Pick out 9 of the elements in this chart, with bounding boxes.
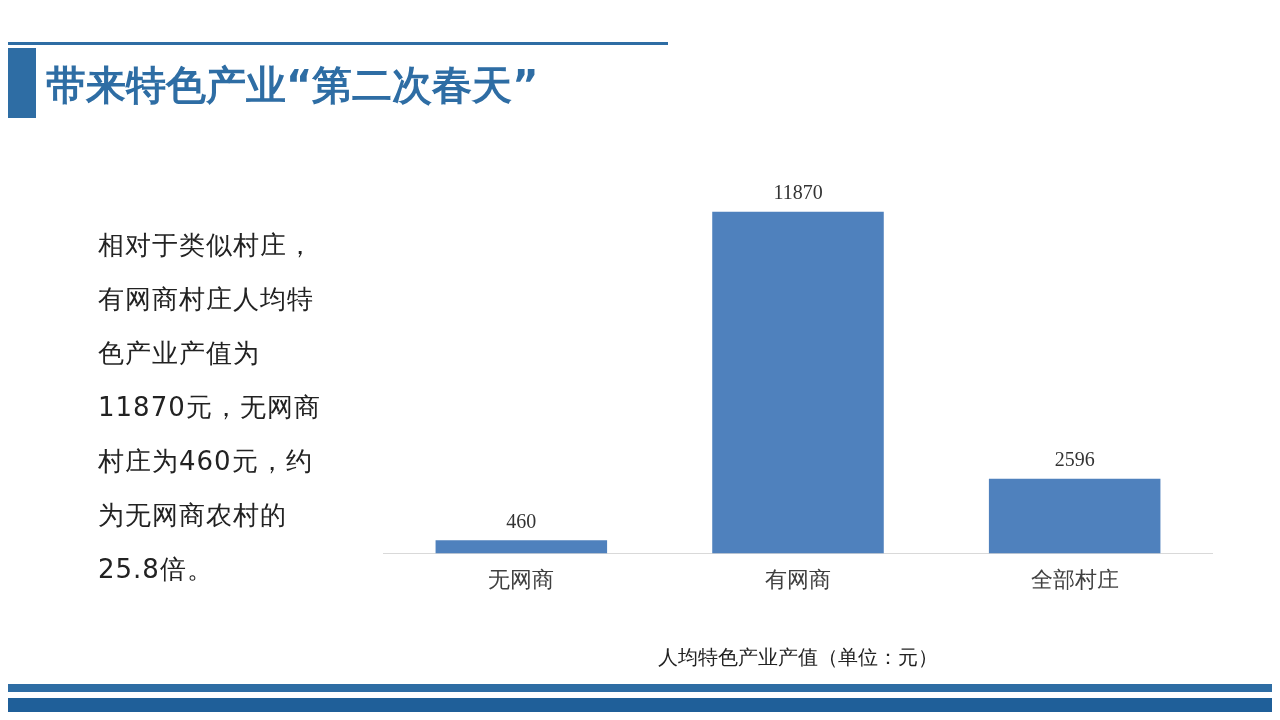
data-label: 11870 — [773, 180, 823, 203]
data-label: 2596 — [1054, 448, 1095, 471]
x-tick-label: 无网商 — [488, 566, 555, 592]
chart-title: 带来特色产业“第二次春天” — [46, 61, 539, 110]
x-axis-title: 人均特色产业产值（单位：元） — [657, 644, 939, 671]
text: 相对于类似村庄，有网商村庄人均特色产业产值为11870元，无网商村庄为460元，约为无网商农村的25.8倍。 — [98, 229, 322, 586]
data-label: 460 — [506, 509, 537, 532]
x-tick-label: 有网商 — [765, 566, 831, 592]
x-tick-label: 全部村庄 — [1030, 566, 1119, 592]
